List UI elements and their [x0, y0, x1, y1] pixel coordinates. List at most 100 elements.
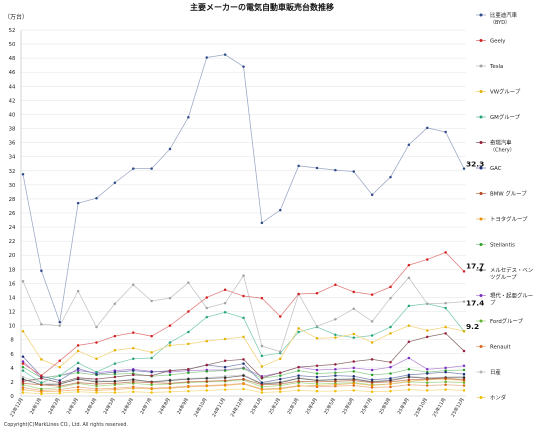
series-3-point-0 [21, 329, 25, 333]
series-3-point-18 [352, 332, 355, 336]
series-9-point-17 [334, 371, 337, 375]
series-10-point-6 [132, 378, 135, 382]
series-9-point-14 [279, 374, 282, 377]
legend-swatch-marker-14 [479, 370, 483, 374]
series-4-point-15 [297, 330, 300, 334]
legend-label-14: 日産 [490, 368, 501, 376]
series-12-point-13 [260, 385, 264, 389]
series-5-point-23 [444, 332, 447, 335]
legend-swatch-marker-15 [479, 396, 483, 399]
series-8-point-2 [58, 389, 61, 393]
series-13-point-18 [352, 384, 355, 387]
legend-item-12: Fordグループ [476, 317, 524, 325]
series-5 [21, 332, 466, 384]
series-5-point-19 [370, 358, 374, 361]
callout-label-2: 17.4 [466, 299, 484, 308]
series-15-point-17 [334, 389, 337, 393]
legend-swatch-marker-5 [479, 141, 483, 144]
series-2-point-16 [315, 325, 319, 328]
series-11-point-16 [315, 368, 319, 372]
series-8-point-19 [370, 384, 374, 387]
series-9-point-11 [223, 369, 227, 372]
series-15-point-0 [21, 391, 25, 394]
series-10-point-10 [205, 377, 208, 380]
series-2-point-22 [426, 302, 429, 306]
series-4-point-10 [205, 315, 208, 319]
series-15-point-1 [40, 392, 43, 396]
y-tick-label-42: 42 [9, 98, 16, 104]
series-3-point-14 [279, 357, 282, 360]
series-5-point-7 [150, 374, 153, 377]
y-tick-label-28: 28 [9, 197, 16, 203]
callout-label-0: 32.3 [466, 160, 484, 169]
series-12-point-23 [444, 380, 447, 384]
legend-swatch-marker-0 [479, 13, 483, 17]
series-3-point-1 [40, 358, 43, 361]
series-6-point-16 [315, 375, 319, 379]
series-1-point-6 [132, 331, 135, 334]
series-1-point-17 [334, 283, 337, 287]
y-tick-label-48: 48 [9, 56, 16, 62]
y-tick-label-4: 4 [10, 366, 14, 372]
series-4-point-0 [21, 369, 25, 372]
legend-item-0: 比亜迪汽車（BYD） [476, 11, 518, 26]
series-9-point-15 [297, 369, 300, 372]
y-tick-label-46: 46 [9, 70, 16, 76]
series-4-point-23 [444, 306, 447, 310]
y-tick-label-10: 10 [9, 324, 16, 330]
series-0-point-9 [187, 116, 190, 119]
series-10-point-5 [113, 379, 117, 383]
legend-item-10: メルセデス・ベンツグループ [476, 266, 533, 281]
series-1-point-15 [297, 292, 300, 296]
gridlines [20, 29, 466, 397]
series-1-point-12 [242, 294, 245, 298]
series-13-point-23 [444, 383, 447, 386]
series-4-point-13 [260, 354, 264, 358]
series-2-point-20 [389, 296, 392, 300]
series-12-point-24 [462, 381, 466, 384]
legend-label-8: トヨタグループ [490, 215, 528, 223]
series-7-point-22 [426, 377, 429, 381]
series-5-point-2 [58, 381, 61, 384]
series-1-point-14 [279, 315, 282, 318]
series-7-point-4 [95, 382, 98, 386]
series-3-point-11 [223, 337, 227, 341]
series-3-point-20 [389, 332, 392, 335]
series-1-point-21 [407, 263, 411, 267]
series-10-point-15 [297, 377, 300, 380]
y-tick-label-8: 8 [10, 338, 14, 344]
y-tick-label-12: 12 [9, 310, 16, 316]
series-8-point-7 [150, 387, 153, 391]
series-4-point-9 [187, 330, 190, 334]
series-5-point-18 [352, 360, 355, 363]
series-2-point-4 [95, 325, 98, 329]
series-8-point-16 [315, 384, 319, 387]
series-2-point-1 [40, 322, 43, 326]
legend-swatch-marker-7 [479, 192, 483, 195]
series-3-point-2 [58, 365, 61, 369]
series-7-point-15 [297, 379, 300, 383]
series-0-point-10 [205, 56, 208, 59]
series-12-point-1 [40, 387, 43, 391]
series-9-point-9 [187, 371, 190, 375]
series-13-point-24 [462, 384, 466, 387]
series-13-point-21 [407, 383, 411, 386]
series-6-point-13 [260, 381, 264, 384]
series-0-point-4 [95, 196, 98, 200]
series-8-point-10 [205, 384, 208, 388]
series-2-point-5 [113, 302, 117, 306]
series-9-point-19 [370, 373, 374, 377]
series-9-point-10 [205, 370, 208, 373]
legend-sublabel-0: （BYD） [490, 20, 510, 26]
series-8-point-13 [260, 388, 264, 391]
series-1-point-4 [95, 341, 98, 344]
series-8-point-6 [132, 387, 135, 390]
series-2-point-14 [279, 350, 282, 353]
series-6-point-6 [132, 369, 135, 372]
series-15-point-5 [113, 391, 117, 394]
series-7-point-24 [462, 378, 466, 382]
series-3-point-17 [334, 336, 337, 339]
series-6-point-14 [279, 377, 282, 381]
series-1-point-23 [444, 251, 447, 254]
